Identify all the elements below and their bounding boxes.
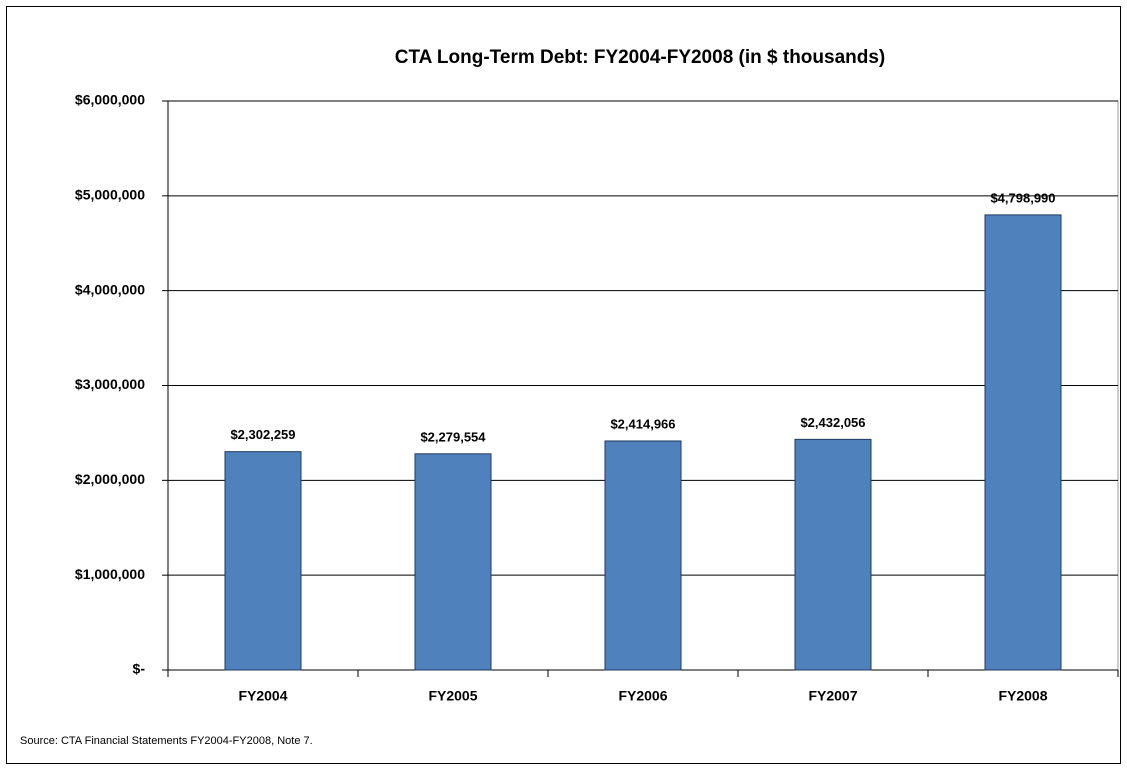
- x-tick-label: FY2008: [998, 688, 1047, 704]
- y-tick-label: $2,000,000: [75, 471, 145, 487]
- bar: [414, 453, 492, 671]
- y-tick-label: $3,000,000: [75, 376, 145, 392]
- data-label: $2,432,056: [800, 415, 865, 430]
- data-label: $2,302,259: [230, 427, 295, 442]
- x-tick-label: FY2004: [238, 688, 287, 704]
- x-tick-label: FY2007: [808, 688, 857, 704]
- chart-title: CTA Long-Term Debt: FY2004-FY2008 (in $ …: [395, 47, 886, 68]
- x-tick-label: FY2005: [428, 688, 477, 704]
- y-tick-label: $-: [133, 661, 146, 677]
- x-tick-label: FY2006: [618, 688, 667, 704]
- bar: [984, 214, 1062, 671]
- bar: [794, 438, 872, 671]
- data-label: $2,279,554: [420, 429, 486, 444]
- bar: [604, 440, 682, 671]
- y-tick-label: $1,000,000: [75, 566, 145, 582]
- data-label: $4,798,990: [990, 190, 1055, 205]
- bar: [224, 451, 302, 671]
- y-tick-label: $5,000,000: [75, 187, 145, 203]
- source-note: Source: CTA Financial Statements FY2004-…: [20, 735, 313, 747]
- y-tick-label: $6,000,000: [75, 92, 145, 108]
- data-label: $2,414,966: [610, 416, 675, 431]
- y-tick-label: $4,000,000: [75, 281, 145, 297]
